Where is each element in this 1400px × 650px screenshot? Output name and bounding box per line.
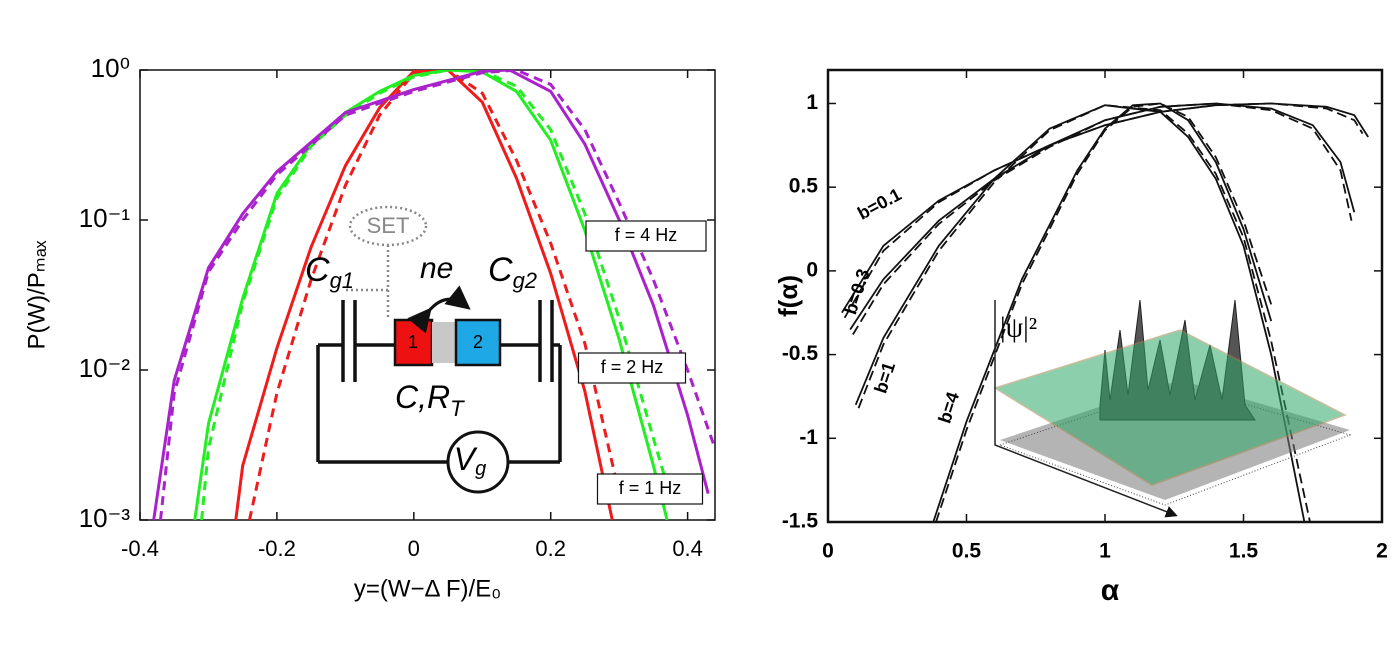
cg1-label: Cg1 <box>305 251 354 293</box>
x-axis-label: α <box>1101 574 1120 607</box>
series-line <box>852 102 1353 335</box>
cg2-sub: g2 <box>513 268 537 293</box>
series-line <box>935 102 1273 522</box>
crt-sub: T <box>450 396 465 421</box>
y-tick-label: -0.5 <box>782 342 819 365</box>
set-link <box>345 245 390 320</box>
series-line <box>200 70 676 520</box>
series-line <box>932 102 1273 522</box>
island-1-label: 1 <box>408 332 418 352</box>
cg1-sub: g1 <box>330 268 354 293</box>
plot-frame <box>139 69 716 521</box>
x-tick-label: 0.2 <box>535 536 566 561</box>
island-2-label: 2 <box>473 332 483 352</box>
series-line <box>248 70 621 520</box>
series-line <box>159 70 715 520</box>
series-line <box>843 102 1364 319</box>
series-label-box <box>596 473 704 505</box>
y-tick-label: 10⁻¹ <box>79 203 131 233</box>
series-line <box>857 104 1311 522</box>
x-tick-label: -0.2 <box>258 536 296 561</box>
vg-sub: g <box>475 458 486 480</box>
plot-area <box>152 70 715 520</box>
x-tick-label: 0 <box>822 540 834 563</box>
x-tick-label: 0.4 <box>672 536 703 561</box>
y-tick-label: 10⁻³ <box>79 503 131 533</box>
circuit-inset: SET 1 2 Vg Cg1 ne Cg2 C,RT <box>305 205 562 494</box>
series-label: b=0.1 <box>854 184 904 224</box>
y-axis-label: P(W)/Pₘₐₓ <box>23 240 50 349</box>
psi-label: |ψ|² <box>1000 312 1037 343</box>
tunnel-arrow <box>407 285 471 334</box>
plot-frame <box>826 68 1384 524</box>
x-tick-label: -0.4 <box>121 536 159 561</box>
chart-left: -0.4 -0.2 0 0.2 0.4 10⁻³ 10⁻² 10⁻¹ 10⁰ f = 1 Hz f … <box>23 53 716 602</box>
vg-main: V <box>454 441 478 477</box>
wavefunction-inset: |ψ|² <box>993 299 1352 518</box>
y-tick-label: 10⁻² <box>79 353 131 383</box>
junction <box>432 322 456 363</box>
series-label-box <box>577 352 687 384</box>
inset-axes <box>994 300 1178 518</box>
y-tick-label: 10⁰ <box>91 53 130 83</box>
x-tick-label: 0.5 <box>952 540 982 563</box>
series-line <box>849 102 1356 330</box>
series-label-box <box>585 220 707 252</box>
series-label: b=4 <box>934 390 963 426</box>
x-tick-label: 0 <box>408 536 420 561</box>
series-line <box>854 104 1306 522</box>
y-tick-label: -1 <box>799 426 818 449</box>
crt-main: C,R <box>395 379 450 415</box>
threshold-plane <box>993 329 1347 486</box>
series-label: b=0.3 <box>840 266 873 316</box>
series-label: f = 1 Hz <box>619 478 682 498</box>
x-tick-label: 1 <box>1099 540 1111 563</box>
x-tick-label: 1.5 <box>1229 540 1259 563</box>
plot-area <box>841 102 1369 522</box>
y-tick-label: 1 <box>806 91 818 114</box>
series-line <box>152 70 710 520</box>
series-line <box>234 70 614 520</box>
set-label: SET <box>367 213 410 238</box>
crt-label: C,RT <box>395 379 465 420</box>
cg2-main: C <box>488 251 513 289</box>
y-axis-label: f(α) <box>773 275 803 317</box>
ne-label: ne <box>420 252 453 285</box>
series-line <box>193 70 669 520</box>
x-axis-label: y=(W−Δ F)/E₀ <box>354 575 501 602</box>
circuit-wires <box>316 300 562 464</box>
source <box>446 430 510 494</box>
x-tick-label: 2 <box>1376 540 1388 563</box>
y-tick-label: -1.5 <box>782 510 819 533</box>
series-label: f = 4 Hz <box>615 225 678 245</box>
cg2-label: Cg2 <box>488 251 537 293</box>
series-label: f = 2 Hz <box>601 357 664 377</box>
y-tick-label: 0.5 <box>789 175 819 198</box>
chart-right: 0 0.5 1 1.5 2-1.5-1-0.500.51b=0.1b=0.3b=1b=4… <box>773 68 1388 607</box>
vg-label: Vg <box>454 441 486 480</box>
y-tick-label: 0 <box>806 258 818 281</box>
cg1-main: C <box>305 251 330 289</box>
